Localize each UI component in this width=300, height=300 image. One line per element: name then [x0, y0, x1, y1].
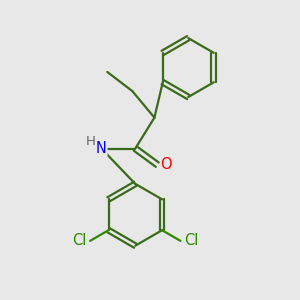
- Text: Cl: Cl: [184, 233, 199, 248]
- Text: N: N: [96, 141, 107, 156]
- Text: O: O: [160, 157, 172, 172]
- Text: Cl: Cl: [72, 233, 86, 248]
- Text: H: H: [85, 135, 95, 148]
